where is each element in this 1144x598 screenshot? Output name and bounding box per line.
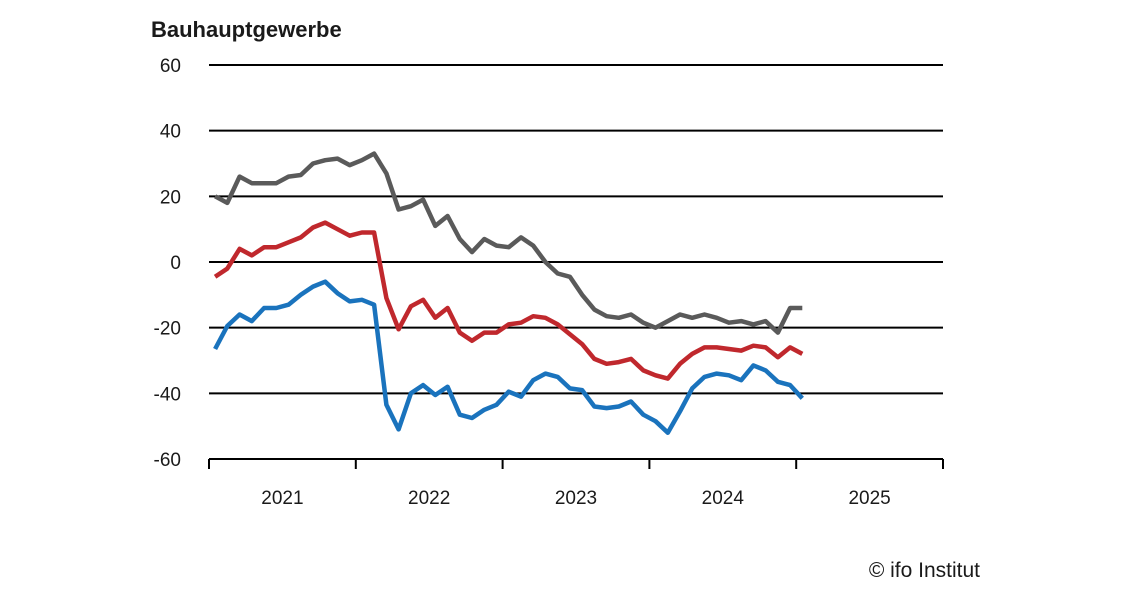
y-tick-label: -60 — [154, 450, 181, 471]
grid-lines — [209, 64, 943, 395]
chart-title: Bauhauptgewerbe — [151, 17, 342, 42]
y-tick-label: 60 — [160, 56, 181, 77]
series-line-3 — [213, 279, 804, 435]
y-tick-label: 20 — [160, 187, 181, 208]
x-tick-label: 2023 — [555, 488, 597, 509]
x-tick-label: 2021 — [261, 488, 303, 509]
y-tick-label: -40 — [154, 384, 181, 405]
x-tick-label: 2025 — [848, 488, 890, 509]
series-line-1 — [214, 151, 803, 335]
y-tick-label: 40 — [160, 122, 181, 143]
series-line-2 — [213, 220, 804, 381]
y-axis-ticks: 60 40 20 0 -20 -40 -60 — [154, 56, 181, 471]
x-axis: 2021 2022 2023 2024 2025 — [208, 458, 944, 509]
y-tick-label: 0 — [170, 253, 181, 274]
series-lines — [213, 151, 804, 435]
x-tick-label: 2024 — [702, 488, 745, 509]
source-label: © ifo Institut — [869, 559, 980, 582]
y-tick-label: -20 — [154, 319, 181, 340]
x-tick-label: 2022 — [408, 488, 450, 509]
